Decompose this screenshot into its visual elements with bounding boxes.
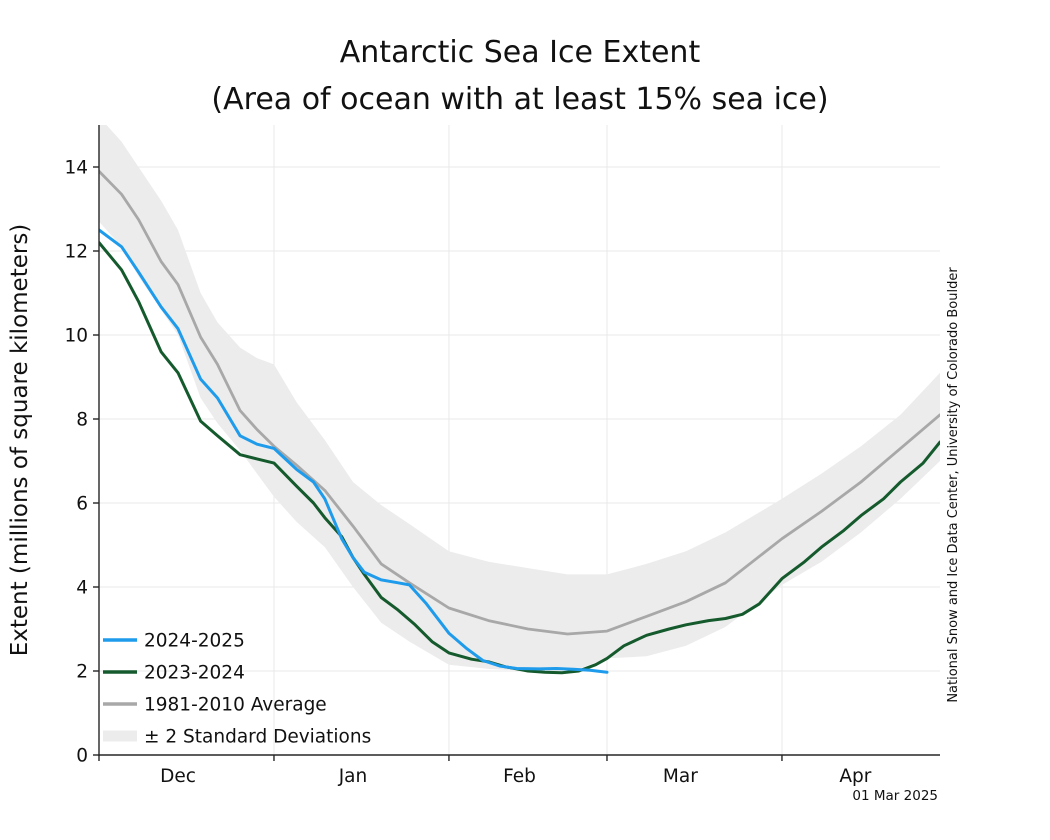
legend-label: 2024-2025	[144, 631, 245, 652]
x-tick-label: Apr	[839, 766, 871, 787]
page-subtitle: (Area of ocean with at least 15% sea ice…	[211, 82, 828, 117]
credit-text: National Snow and Ice Data Center, Unive…	[946, 267, 961, 703]
y-axis-label: Extent (millions of square kilometers)	[7, 224, 33, 657]
legend-label: 2023-2024	[144, 663, 245, 684]
y-tick-label: 8	[76, 410, 88, 431]
y-tick-label: 12	[64, 242, 88, 263]
x-tick-label: Jan	[338, 766, 368, 787]
page-title: Antarctic Sea Ice Extent	[340, 35, 701, 70]
y-tick-label: 6	[76, 494, 88, 515]
legend-label: 1981-2010 Average	[144, 695, 327, 716]
x-tick-label: Mar	[663, 766, 698, 787]
series-line-1981-2010-average[interactable]	[99, 169, 940, 636]
date-stamp: 01 Mar 2025	[852, 788, 938, 804]
y-tick-label: 2	[76, 662, 88, 683]
x-tick-label: Feb	[503, 766, 536, 787]
std-dev-band[interactable]	[99, 117, 940, 674]
y-tick-label: 0	[76, 746, 88, 767]
y-tick-label: 10	[64, 326, 88, 347]
legend-band-swatch	[103, 730, 137, 742]
x-tick-label: Dec	[160, 766, 196, 787]
y-tick-label: 4	[76, 578, 88, 599]
plot-area[interactable]: 0 2 4 6 8 10 12 14 Dec Jan Feb Mar Apr 2024-2025 2023-…	[64, 117, 940, 787]
y-tick-label: 14	[64, 158, 88, 179]
series-line-2024-2025[interactable]	[99, 228, 609, 674]
legend-label: ± 2 Standard Deviations	[144, 727, 371, 748]
